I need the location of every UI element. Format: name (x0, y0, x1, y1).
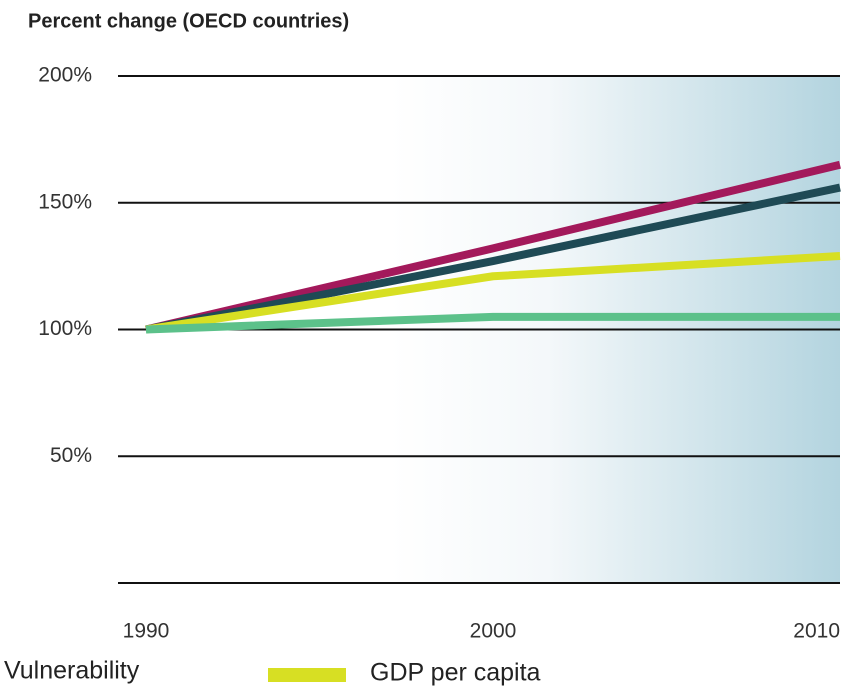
y-tick-label: 50% (50, 444, 92, 467)
x-tick-label: 2000 (470, 620, 517, 643)
legend-label: Vulnerability (4, 657, 140, 685)
series-line (145, 160, 841, 334)
y-tick-label: 150% (38, 190, 92, 213)
series-line (145, 183, 841, 334)
x-tick-label: 2010 (793, 620, 840, 643)
chart-title: Percent change (OECD countries) (28, 10, 349, 32)
y-tick-label: 100% (38, 317, 92, 340)
y-tick-label: 200% (38, 64, 92, 87)
legend-label: GDP per capita (370, 659, 541, 687)
series-line (145, 251, 841, 334)
legend-swatch (268, 668, 346, 682)
x-tick-label: 1990 (123, 620, 170, 643)
series-line (145, 312, 840, 334)
